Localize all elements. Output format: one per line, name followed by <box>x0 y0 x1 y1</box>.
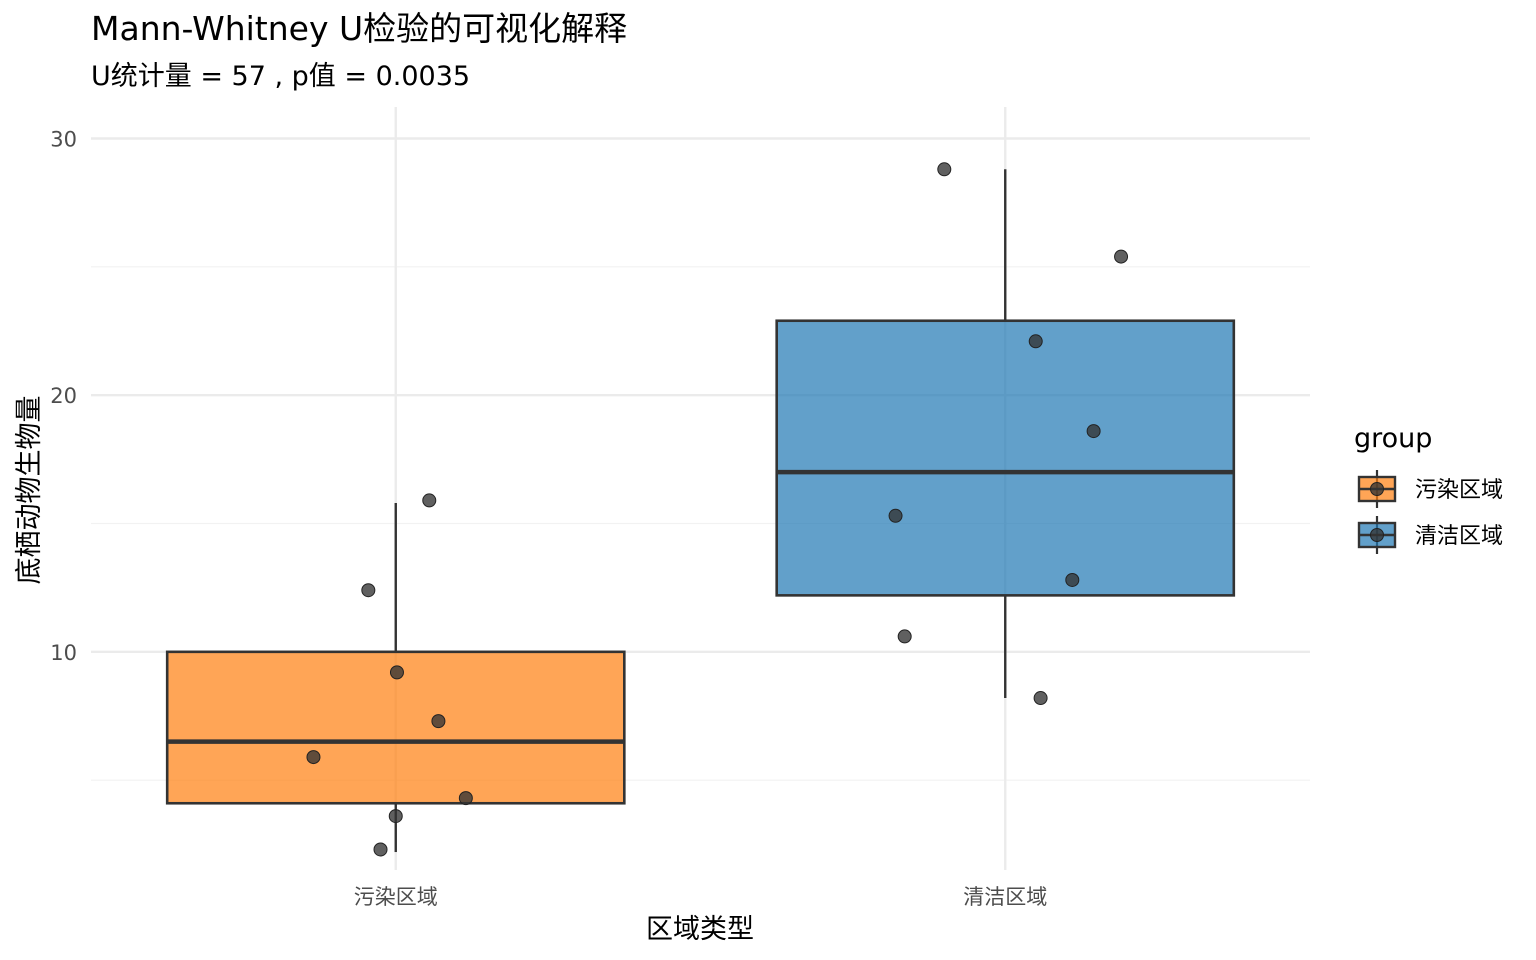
tick-labels: 10 20 30 污染区域 清洁区域 <box>50 128 1047 910</box>
x-axis-title: 区域类型 <box>646 914 754 945</box>
data-points <box>306 162 1129 857</box>
y-tick-label: 30 <box>50 128 77 152</box>
box-iqr <box>775 319 1236 597</box>
data-point <box>373 842 388 857</box>
data-point <box>1028 334 1043 349</box>
y-tick-label: 10 <box>50 641 77 665</box>
chart-title: Mann-Whitney U检验的可视化解释 <box>91 9 627 48</box>
legend-key <box>1357 516 1397 554</box>
data-point <box>306 750 321 765</box>
boxes <box>165 169 1236 853</box>
data-point <box>422 493 437 508</box>
data-point <box>389 665 404 680</box>
data-point <box>1033 691 1048 706</box>
legend-key <box>1357 470 1397 508</box>
legend-key-point <box>1370 528 1384 542</box>
y-axis-title: 底栖动物生物量 <box>14 396 45 585</box>
data-point <box>1065 572 1080 587</box>
legend-key-point <box>1370 482 1384 496</box>
data-point <box>1086 424 1101 439</box>
data-point <box>897 629 912 644</box>
chart-subtitle: U统计量 = 57 , p值 = 0.0035 <box>91 61 470 92</box>
legend-title: group <box>1354 423 1432 454</box>
data-point <box>888 508 903 523</box>
legend-label: 清洁区域 <box>1415 524 1503 549</box>
y-tick-label: 20 <box>50 384 77 408</box>
data-point <box>388 809 403 824</box>
data-point <box>361 583 376 598</box>
data-point <box>458 791 473 806</box>
data-point <box>937 162 952 177</box>
legend-label: 污染区域 <box>1415 478 1503 503</box>
data-point <box>431 714 446 729</box>
data-point <box>1114 249 1129 264</box>
x-tick-label: 清洁区域 <box>963 885 1047 909</box>
x-tick-label: 污染区域 <box>354 885 438 909</box>
